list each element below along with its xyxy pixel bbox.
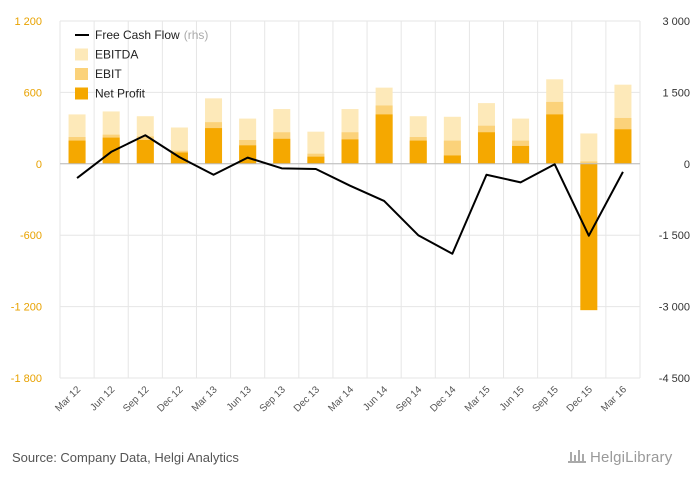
y-tick-label-right: -3 000: [659, 302, 690, 314]
gridlines: [59, 20, 641, 379]
x-tick-label: Sep 15: [531, 384, 561, 414]
legend-swatch-ebitda: [75, 48, 88, 61]
brand-text: HelgiLibrary: [590, 449, 673, 466]
brand-icon: [568, 449, 586, 463]
fcf-line-group: [76, 134, 624, 255]
y-tick-label-left: -600: [20, 230, 42, 242]
legend-note: (rhs): [184, 28, 209, 42]
bar-ebit: [580, 161, 598, 164]
bar-net-profit: [102, 137, 120, 164]
x-tick-label: Mar 16: [599, 384, 629, 414]
x-tick-label: Mar 13: [190, 384, 220, 414]
y-tick-label-right: 1 500: [662, 87, 690, 99]
x-tick-label: Jun 12: [88, 384, 117, 413]
chart: 1 200 600 0 -600 -1 200 -1 800 3 000 1 500 0 -1 …: [11, 16, 690, 415]
y-tick-label-left: 600: [24, 87, 42, 99]
y-tick-label-left: -1 800: [11, 373, 42, 385]
free-cash-flow-line: [76, 134, 624, 255]
legend-label: EBIT: [95, 67, 122, 81]
legend-swatch-net-profit: [75, 87, 88, 100]
bar-net-profit: [614, 129, 632, 164]
x-tick-label: Jun 13: [225, 384, 254, 413]
bar-ebitda: [580, 133, 598, 164]
x-tick-label: Sep 12: [121, 384, 151, 414]
bar-net-profit: [136, 140, 154, 164]
bar-net-profit: [443, 155, 461, 164]
bar-net-profit: [512, 145, 530, 164]
brand-logo: HelgiLibrary: [568, 449, 672, 466]
legend-label: Free Cash Flow: [95, 28, 180, 42]
bars: [68, 79, 632, 311]
left-axis: 1 200 600 0 -600 -1 200 -1 800: [11, 16, 42, 385]
bar-net-profit: [580, 163, 598, 311]
source-note: Source: Company Data, Helgi Analytics: [12, 450, 239, 465]
bar-net-profit: [68, 140, 86, 164]
bar-net-profit: [546, 114, 564, 164]
x-tick-label: Jun 15: [498, 384, 527, 413]
legend: Free Cash Flow (rhs) EBITDA EBIT Net Profit: [75, 28, 208, 101]
x-axis: Mar 12 Jun 12 Sep 12 Dec 12 Mar 13 Jun 13 Sep …: [53, 384, 629, 415]
right-axis: 3 000 1 500 0 -1 500 -3 000 -4 500: [659, 16, 690, 385]
x-tick-label: Sep 14: [394, 384, 424, 414]
bar-net-profit: [273, 138, 291, 164]
x-tick-label: Dec 14: [428, 384, 458, 414]
bar-net-profit: [375, 114, 393, 164]
y-tick-label-right: 0: [684, 159, 690, 171]
legend-swatch-ebit: [75, 68, 88, 80]
bar-net-profit: [205, 128, 223, 164]
x-tick-label: Dec 13: [292, 384, 322, 414]
y-tick-label-left: 1 200: [14, 16, 42, 28]
bar-net-profit: [477, 132, 495, 164]
y-tick-label-left: 0: [36, 159, 42, 171]
legend-label: EBITDA: [95, 48, 138, 62]
y-tick-label-right: -1 500: [659, 230, 690, 242]
bar-net-profit: [409, 140, 427, 164]
x-tick-label: Sep 13: [258, 384, 288, 414]
x-tick-label: Mar 14: [326, 384, 356, 414]
x-tick-label: Dec 15: [565, 384, 595, 414]
x-tick-label: Dec 12: [155, 384, 185, 414]
y-tick-label-right: -4 500: [659, 373, 690, 385]
x-tick-label: Mar 15: [463, 384, 493, 414]
legend-label: Net Profit: [95, 87, 146, 101]
bar-net-profit: [341, 139, 359, 164]
x-tick-label: Jun 14: [361, 384, 390, 413]
y-tick-label-right: 3 000: [662, 16, 690, 28]
y-tick-label-left: -1 200: [11, 302, 42, 314]
x-tick-label: Mar 12: [53, 384, 83, 414]
bar-net-profit: [307, 156, 325, 164]
